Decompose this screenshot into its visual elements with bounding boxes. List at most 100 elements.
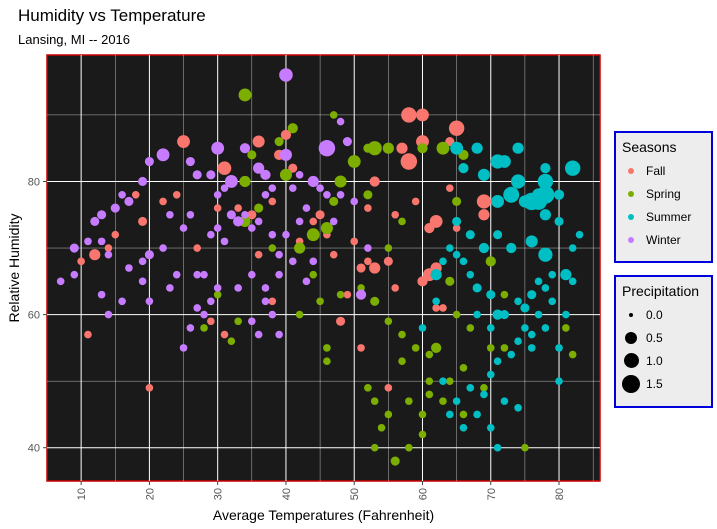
data-point-fall: [254, 250, 263, 259]
data-point-winter: [295, 217, 304, 226]
data-point-spring: [274, 136, 284, 147]
x-tick-label: 70: [486, 488, 498, 500]
data-point-winter: [166, 210, 174, 219]
data-point-fall: [364, 257, 372, 266]
data-point-summer: [541, 284, 550, 292]
data-point-winter: [145, 297, 154, 306]
data-point-winter: [84, 237, 92, 246]
data-point-fall: [383, 256, 393, 266]
legend-item-fall: Fall: [616, 159, 711, 182]
data-point-spring: [370, 443, 379, 452]
data-point-fall: [77, 257, 85, 266]
data-point-winter: [279, 68, 293, 82]
data-point-fall: [159, 197, 167, 206]
data-point-winter: [279, 148, 292, 161]
data-point-fall: [217, 161, 232, 175]
data-point-winter: [192, 170, 202, 180]
data-point-winter: [364, 244, 372, 252]
data-point-spring: [417, 143, 428, 154]
x-tick-label: 20: [144, 488, 156, 500]
data-point-winter: [118, 297, 126, 306]
data-point-fall: [309, 217, 318, 226]
data-point-summer: [486, 290, 496, 300]
data-point-winter: [110, 203, 120, 213]
y-tick-label: 60: [28, 310, 40, 322]
data-point-spring: [418, 430, 427, 439]
data-point-summer: [465, 230, 475, 240]
data-point-spring: [568, 350, 577, 359]
data-point-winter: [342, 136, 352, 147]
data-point-fall: [369, 262, 381, 274]
legend-swatch: [628, 167, 634, 174]
legend-swatch: [628, 236, 634, 243]
data-point-winter: [200, 310, 208, 319]
data-point-spring: [500, 344, 509, 352]
data-point-fall: [452, 224, 461, 232]
data-point-fall: [280, 129, 292, 140]
legend-size-item: 0.0: [616, 303, 711, 326]
data-point-fall: [448, 120, 465, 136]
data-point-fall: [476, 194, 492, 209]
legend-label: 1.5: [646, 376, 663, 391]
data-point-winter: [307, 175, 319, 188]
data-point-spring: [445, 276, 455, 286]
data-point-fall: [391, 284, 399, 292]
data-point-summer: [554, 216, 564, 226]
data-point-winter: [186, 324, 195, 332]
data-point-winter: [206, 170, 216, 180]
data-point-spring: [480, 384, 488, 392]
data-point-spring: [279, 168, 292, 181]
data-point-summer: [514, 297, 522, 306]
data-point-winter: [213, 284, 222, 292]
legend-label: 0.0: [646, 307, 663, 322]
data-point-summer: [514, 337, 522, 346]
data-point-spring: [316, 297, 324, 306]
data-point-winter: [56, 277, 65, 286]
data-point-summer: [418, 324, 427, 332]
x-tick-label: 30: [213, 488, 225, 500]
legend-label: 1.0: [646, 353, 663, 368]
data-point-summer: [452, 216, 462, 226]
data-point-summer: [538, 247, 553, 262]
data-point-winter: [186, 210, 195, 219]
data-point-summer: [430, 269, 442, 281]
data-point-spring: [213, 290, 222, 299]
legend-size-swatch: [622, 374, 640, 393]
data-point-fall: [268, 297, 277, 306]
data-point-winter: [268, 184, 277, 192]
data-point-fall: [138, 216, 148, 226]
data-point-winter: [302, 277, 311, 286]
data-point-summer: [493, 230, 503, 240]
data-point-summer: [486, 370, 495, 379]
data-point-spring: [382, 142, 394, 154]
data-point-fall: [369, 176, 380, 187]
data-point-winter: [350, 197, 359, 206]
chart-subtitle: Lansing, MI -- 2016: [18, 32, 131, 47]
data-point-spring: [238, 88, 252, 102]
data-point-spring: [452, 196, 462, 206]
data-point-fall: [336, 316, 346, 326]
plot-background: [46, 54, 601, 482]
data-point-summer: [452, 250, 461, 259]
data-point-winter: [288, 184, 297, 192]
data-point-summer: [512, 142, 524, 154]
x-axis-label: Average Temperatures (Fahrenheit): [213, 507, 434, 523]
x-tick-label: 60: [417, 488, 429, 500]
data-point-winter: [233, 216, 244, 227]
data-point-winter: [275, 250, 283, 259]
data-point-spring: [390, 456, 400, 466]
data-point-spring: [405, 443, 413, 452]
data-point-summer: [480, 390, 488, 399]
data-point-winter: [185, 156, 195, 167]
data-point-winter: [97, 210, 107, 220]
data-point-spring: [367, 141, 382, 156]
data-point-spring: [363, 143, 373, 153]
data-point-summer: [560, 269, 572, 281]
data-point-winter: [254, 217, 263, 226]
data-point-summer: [564, 160, 581, 176]
data-point-fall: [193, 244, 202, 252]
data-point-winter: [179, 224, 188, 232]
data-point-winter: [261, 297, 270, 306]
data-point-summer: [548, 297, 557, 306]
data-point-winter: [207, 230, 215, 239]
